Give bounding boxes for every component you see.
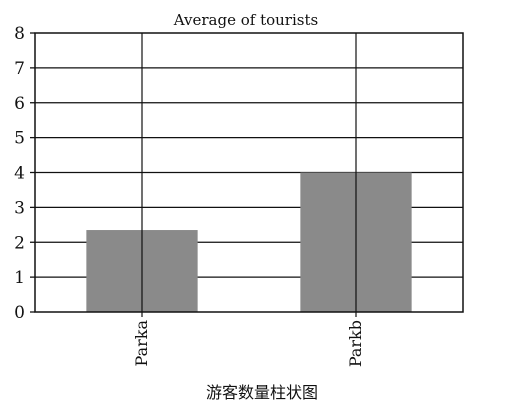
y-tick-label: 1 [14, 268, 25, 288]
chart-caption: 游客数量柱状图 [206, 383, 318, 402]
vertical-grid-lines [141, 33, 357, 312]
chart-title: Average of tourists [173, 11, 318, 29]
y-tick-label: 5 [14, 129, 25, 149]
y-tick-label: 3 [14, 198, 25, 218]
y-tick-label: 7 [14, 59, 25, 79]
y-tick-label: 6 [14, 94, 25, 114]
x-tick-label: Parka [132, 320, 151, 367]
x-axis-ticks: Parka Parkb [132, 312, 365, 367]
y-tick-label: 4 [14, 164, 25, 184]
x-tick-label: Parkb [346, 320, 365, 367]
y-tick-label: 0 [14, 303, 25, 323]
y-tick-label: 8 [14, 24, 25, 44]
y-tick-label: 2 [14, 233, 25, 253]
y-axis-ticks: 0 1 2 3 4 5 6 7 8 [14, 24, 35, 323]
